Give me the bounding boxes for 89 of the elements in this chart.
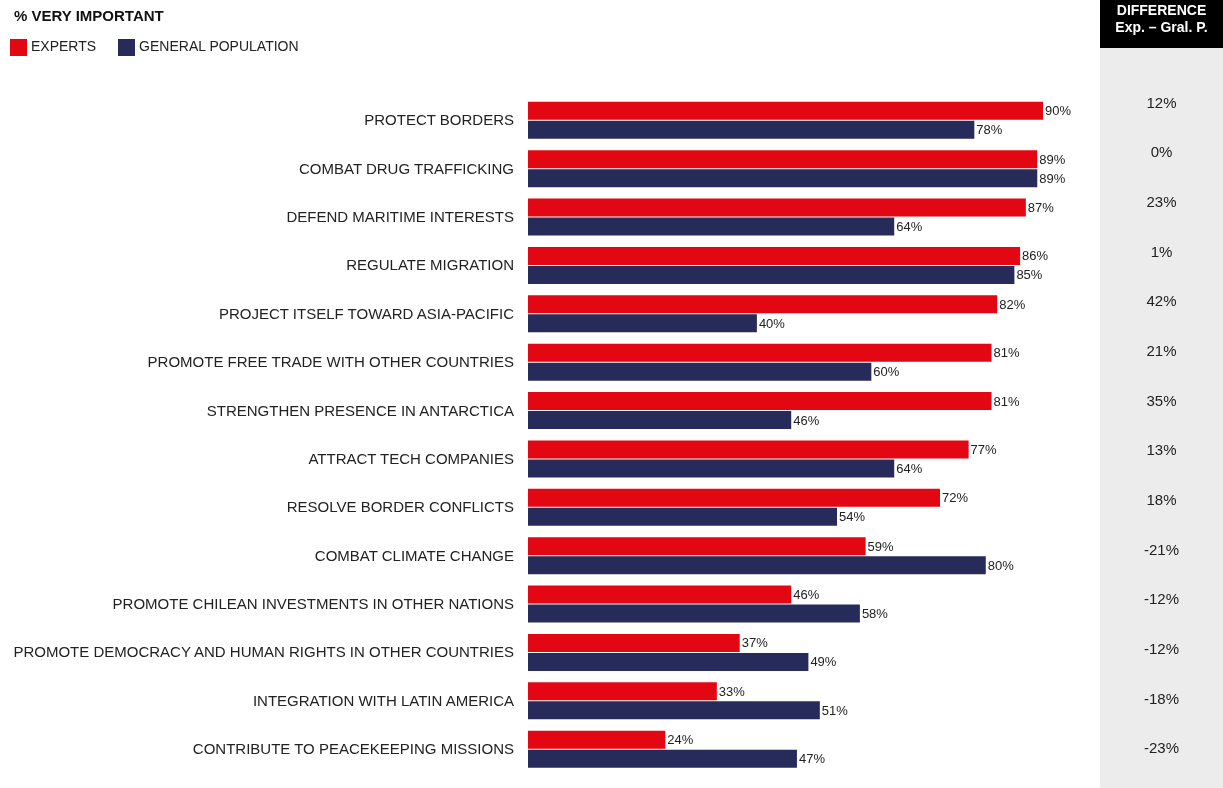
data-label: 64% (896, 219, 923, 235)
data-label: 85% (1016, 267, 1043, 283)
bar (528, 101, 1043, 120)
data-label: 89% (1039, 151, 1066, 167)
text: 35% (1145, 390, 1178, 411)
y-tick-label: PROMOTE DEMOCRACY AND HUMAN RIGHTS IN OTHER COUNTRIES (13, 643, 514, 661)
bar (528, 459, 895, 478)
bar (528, 246, 1021, 265)
data-label: 77% (970, 441, 998, 457)
text: % VERY IMPORTANT (14, 7, 164, 24)
y-tick-label: ATTRACT TECH COMPANIES (308, 449, 514, 467)
bar (528, 314, 757, 333)
text: 18% (1145, 489, 1178, 510)
bar (528, 392, 992, 411)
data-label: 81% (993, 345, 1020, 361)
bar (528, 730, 666, 749)
bar (528, 198, 1026, 217)
text: DIFFERENCE (1115, 2, 1208, 19)
data-label: 47% (798, 751, 826, 767)
data-label: 72% (942, 490, 969, 506)
data-label: 89% (1039, 170, 1066, 186)
text: -21% (1143, 539, 1180, 560)
data-label: 58% (861, 606, 889, 622)
text: Exp. – Gral. P. (1114, 19, 1209, 36)
data-label: 78% (976, 122, 1003, 138)
data-label: 60% (873, 364, 900, 380)
y-tick-label: PROMOTE CHILEAN INVESTMENTS IN OTHER NATIONS (112, 595, 514, 613)
text: -12% (1143, 638, 1180, 659)
data-label: 40% (758, 315, 786, 331)
legend-label: EXPERTS (31, 38, 97, 54)
y-tick-label: CONTRIBUTE TO PEACEKEEPING MISSIONS (192, 740, 514, 758)
bar (528, 585, 792, 604)
bar (528, 682, 717, 701)
y-tick-label: DEFEND MARITIME INTERESTS (286, 208, 514, 226)
data-label: 82% (999, 296, 1026, 312)
data-label: 86% (1022, 248, 1049, 264)
bar (528, 633, 740, 652)
data-label: 46% (793, 412, 820, 428)
text: 23% (1145, 192, 1178, 213)
text: 42% (1145, 291, 1178, 312)
data-label: 51% (821, 702, 849, 718)
bar (528, 440, 969, 459)
bar (528, 343, 992, 362)
bar (528, 265, 1015, 284)
y-tick-label: PROTECT BORDERS (364, 111, 514, 129)
bar (528, 217, 895, 236)
y-tick-label: RESOLVE BORDER CONFLICTS (286, 498, 514, 516)
y-tick-label: COMBAT CLIMATE CHANGE (314, 546, 514, 564)
data-label: 90% (1045, 103, 1072, 119)
data-label: 54% (839, 509, 866, 525)
data-label: 87% (1027, 200, 1055, 216)
y-tick-label: PROMOTE FREE TRADE WITH OTHER COUNTRIES (147, 353, 514, 371)
data-label: 49% (810, 654, 837, 670)
data-label: 64% (896, 460, 923, 476)
data-label: 24% (667, 732, 694, 748)
y-tick-label: STRENGTHEN PRESENCE IN ANTARCTICA (206, 401, 514, 419)
text: 21% (1145, 341, 1178, 362)
text: -18% (1143, 688, 1180, 709)
data-label: 59% (867, 538, 895, 554)
y-tick-label: REGULATE MIGRATION (346, 256, 514, 274)
text: 13% (1145, 440, 1178, 461)
data-label: 33% (718, 683, 746, 699)
bar (528, 295, 998, 314)
bar (528, 362, 872, 381)
legend-label: GENERAL POPULATION (139, 38, 299, 54)
text: 0% (1149, 142, 1174, 163)
data-label: 37% (741, 635, 769, 651)
text: -23% (1143, 738, 1180, 759)
data-label: 81% (993, 393, 1020, 409)
bar (528, 411, 792, 430)
bar (528, 169, 1038, 188)
data-label: 46% (793, 587, 820, 603)
bar (528, 749, 797, 768)
text: 12% (1145, 92, 1178, 113)
text: 1% (1149, 241, 1174, 262)
bar (528, 701, 820, 720)
bar (528, 507, 837, 526)
data-label: 80% (987, 557, 1015, 573)
bar (528, 150, 1038, 169)
y-tick-label: COMBAT DRUG TRAFFICKING (298, 159, 514, 177)
bar (528, 556, 986, 575)
bar (528, 120, 975, 139)
bar (528, 652, 809, 671)
bar (528, 604, 860, 623)
bar (528, 537, 866, 556)
text: -12% (1143, 589, 1180, 610)
y-tick-label: INTEGRATION WITH LATIN AMERICA (252, 691, 514, 709)
y-tick-label: PROJECT ITSELF TOWARD ASIA-PACIFIC (218, 304, 515, 322)
bar (528, 488, 940, 507)
